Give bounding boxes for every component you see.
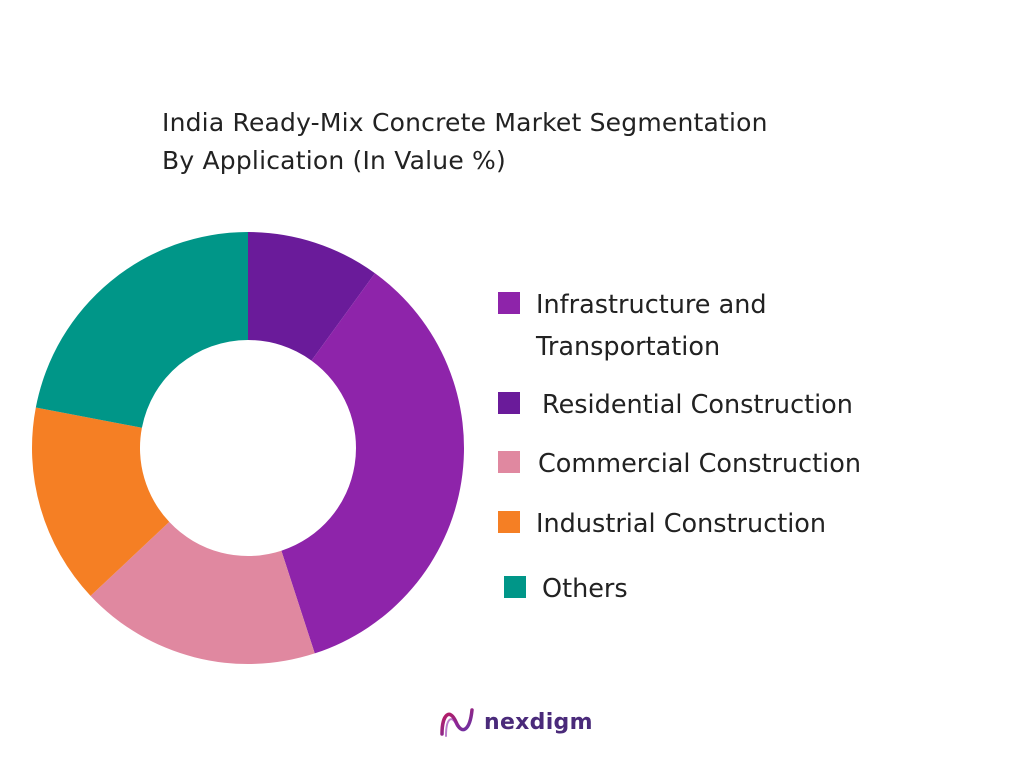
legend-label-industrial: Industrial Construction	[536, 509, 827, 539]
legend-swatch-industrial	[498, 511, 520, 533]
donut-slice-industrial-construction	[31, 407, 170, 596]
chart-title-line-2: By Application (In Value %)	[162, 146, 506, 175]
legend-swatch-commercial	[498, 451, 520, 473]
legend-label-infrastructure: Infrastructure and Transportation	[536, 290, 767, 362]
donut-slice-infrastructure-and-transportation	[281, 273, 464, 654]
legend-item-infrastructure: Infrastructure and Transportation	[498, 284, 866, 368]
donut-slice-residential-construction	[248, 232, 375, 361]
nexdigm-logo-icon	[440, 708, 474, 737]
legend-label-commercial: Commercial Construction	[538, 449, 861, 479]
legend-item-others: Others	[504, 568, 872, 610]
legend-item-residential: Residential Construction	[498, 384, 872, 426]
brand-logo: nexdigm	[438, 704, 593, 740]
donut-slice-commercial-construction	[90, 521, 315, 665]
legend-item-commercial: Commercial Construction	[498, 443, 868, 485]
legend-label-others: Others	[542, 574, 628, 604]
donut-chart	[31, 232, 464, 665]
legend-swatch-residential	[498, 392, 520, 414]
legend-swatch-others	[504, 576, 526, 598]
brand-name: nexdigm	[484, 709, 593, 735]
chart-title: India Ready-Mix Concrete Market Segmenta…	[162, 104, 768, 180]
legend-label-residential: Residential Construction	[542, 390, 853, 420]
legend-item-industrial: Industrial Construction	[498, 503, 866, 545]
chart-title-line-1: India Ready-Mix Concrete Market Segmenta…	[162, 108, 768, 137]
donut-slice-others	[35, 232, 248, 428]
legend-swatch-infrastructure	[498, 292, 520, 314]
